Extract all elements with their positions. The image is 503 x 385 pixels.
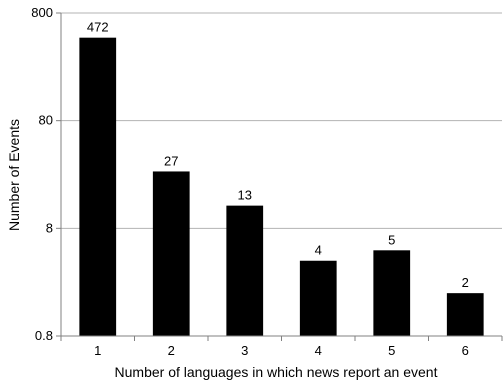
grid-lines — [61, 12, 502, 337]
bar-1 — [79, 37, 117, 336]
x-tick-label: 4 — [315, 343, 322, 358]
bar-2 — [152, 171, 190, 336]
data-labels: 472 27 13 4 5 2 — [87, 20, 469, 290]
y-tick-label: 800 — [31, 5, 53, 20]
data-label-2: 27 — [164, 153, 178, 168]
x-tick-label: 6 — [462, 343, 469, 358]
bars — [79, 37, 484, 336]
x-tick-label: 1 — [94, 343, 101, 358]
bar-6 — [446, 293, 484, 336]
data-label-1: 472 — [87, 20, 109, 35]
x-tick-label: 2 — [168, 343, 175, 358]
x-axis-label: Number of languages in which news report… — [115, 364, 438, 380]
y-axis-label: Number of Events — [6, 119, 22, 231]
y-tick-label: 8 — [46, 220, 53, 235]
bar-3 — [226, 205, 264, 336]
x-tick-labels: 1 2 3 4 5 6 — [60, 336, 503, 358]
data-label-5: 5 — [388, 232, 395, 247]
data-label-6: 2 — [462, 275, 469, 290]
x-tick-label: 3 — [241, 343, 248, 358]
y-tick-label: 80 — [39, 113, 53, 128]
bar-5 — [373, 250, 411, 336]
axes — [60, 13, 502, 337]
bar-4 — [299, 260, 337, 336]
y-tick-labels: 0.8 8 80 800 — [31, 5, 61, 343]
y-tick-label: 0.8 — [35, 328, 53, 343]
x-tick-label: 5 — [388, 343, 395, 358]
data-label-3: 13 — [238, 188, 252, 203]
data-label-4: 4 — [315, 243, 322, 258]
